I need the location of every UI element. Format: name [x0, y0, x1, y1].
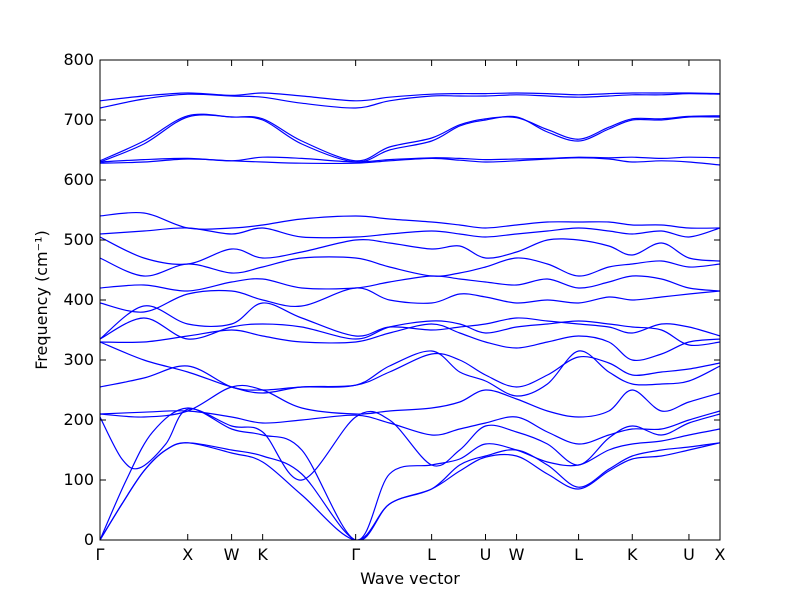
- phonon-band-10: [100, 317, 720, 347]
- phonon-band-4: [100, 408, 720, 481]
- y-tick-label: 0: [84, 530, 94, 549]
- y-tick-label: 700: [63, 110, 94, 129]
- phonon-band-17: [100, 211, 720, 230]
- x-tick-label: L: [427, 545, 436, 564]
- band-lines: [100, 92, 720, 540]
- x-tick-label: X: [182, 545, 193, 564]
- phonon-band-19: [100, 156, 720, 163]
- phonon-band-11: [100, 302, 720, 340]
- phonon-band-14: [100, 256, 720, 277]
- phonon-band-16: [100, 227, 720, 239]
- x-tick-label: X: [715, 545, 726, 564]
- y-tick-label: 600: [63, 170, 94, 189]
- y-axis-label: Frequency (cm⁻¹): [32, 230, 51, 369]
- phonon-band-15: [100, 236, 720, 265]
- x-tick-label: U: [480, 545, 492, 564]
- x-axis-label: Wave vector: [360, 569, 460, 588]
- y-tick-label: 200: [63, 410, 94, 429]
- y-tick-label: 500: [63, 230, 94, 249]
- phonon-band-9: [100, 323, 720, 362]
- x-tick-label: W: [224, 545, 240, 564]
- y-tick-label: 400: [63, 290, 94, 309]
- phonon-band-20: [100, 114, 720, 163]
- y-tick-label: 800: [63, 50, 94, 69]
- phonon-band-2: [100, 442, 720, 540]
- x-tick-label: Γ: [351, 545, 360, 564]
- phonon-band-5: [100, 410, 720, 445]
- y-tick-label: 300: [63, 350, 94, 369]
- x-tick-label: W: [509, 545, 525, 564]
- y-axis: 0 100 200 300 400 500 600 700 800: [63, 50, 720, 549]
- phonon-band-3: [100, 407, 720, 540]
- x-tick-label: L: [574, 545, 583, 564]
- phonon-band-21: [100, 113, 720, 162]
- phonon-band-1: [100, 442, 720, 540]
- x-tick-label: K: [627, 545, 638, 564]
- phonon-band-12: [100, 287, 720, 313]
- x-tick-label: U: [683, 545, 695, 564]
- phonon-band-6: [100, 384, 720, 418]
- x-tick-label: K: [257, 545, 268, 564]
- phonon-band-23: [100, 92, 720, 102]
- phonon-band-13: [100, 275, 720, 292]
- y-tick-label: 100: [63, 470, 94, 489]
- phonon-band-8: [100, 341, 720, 394]
- x-tick-label: Γ: [96, 545, 105, 564]
